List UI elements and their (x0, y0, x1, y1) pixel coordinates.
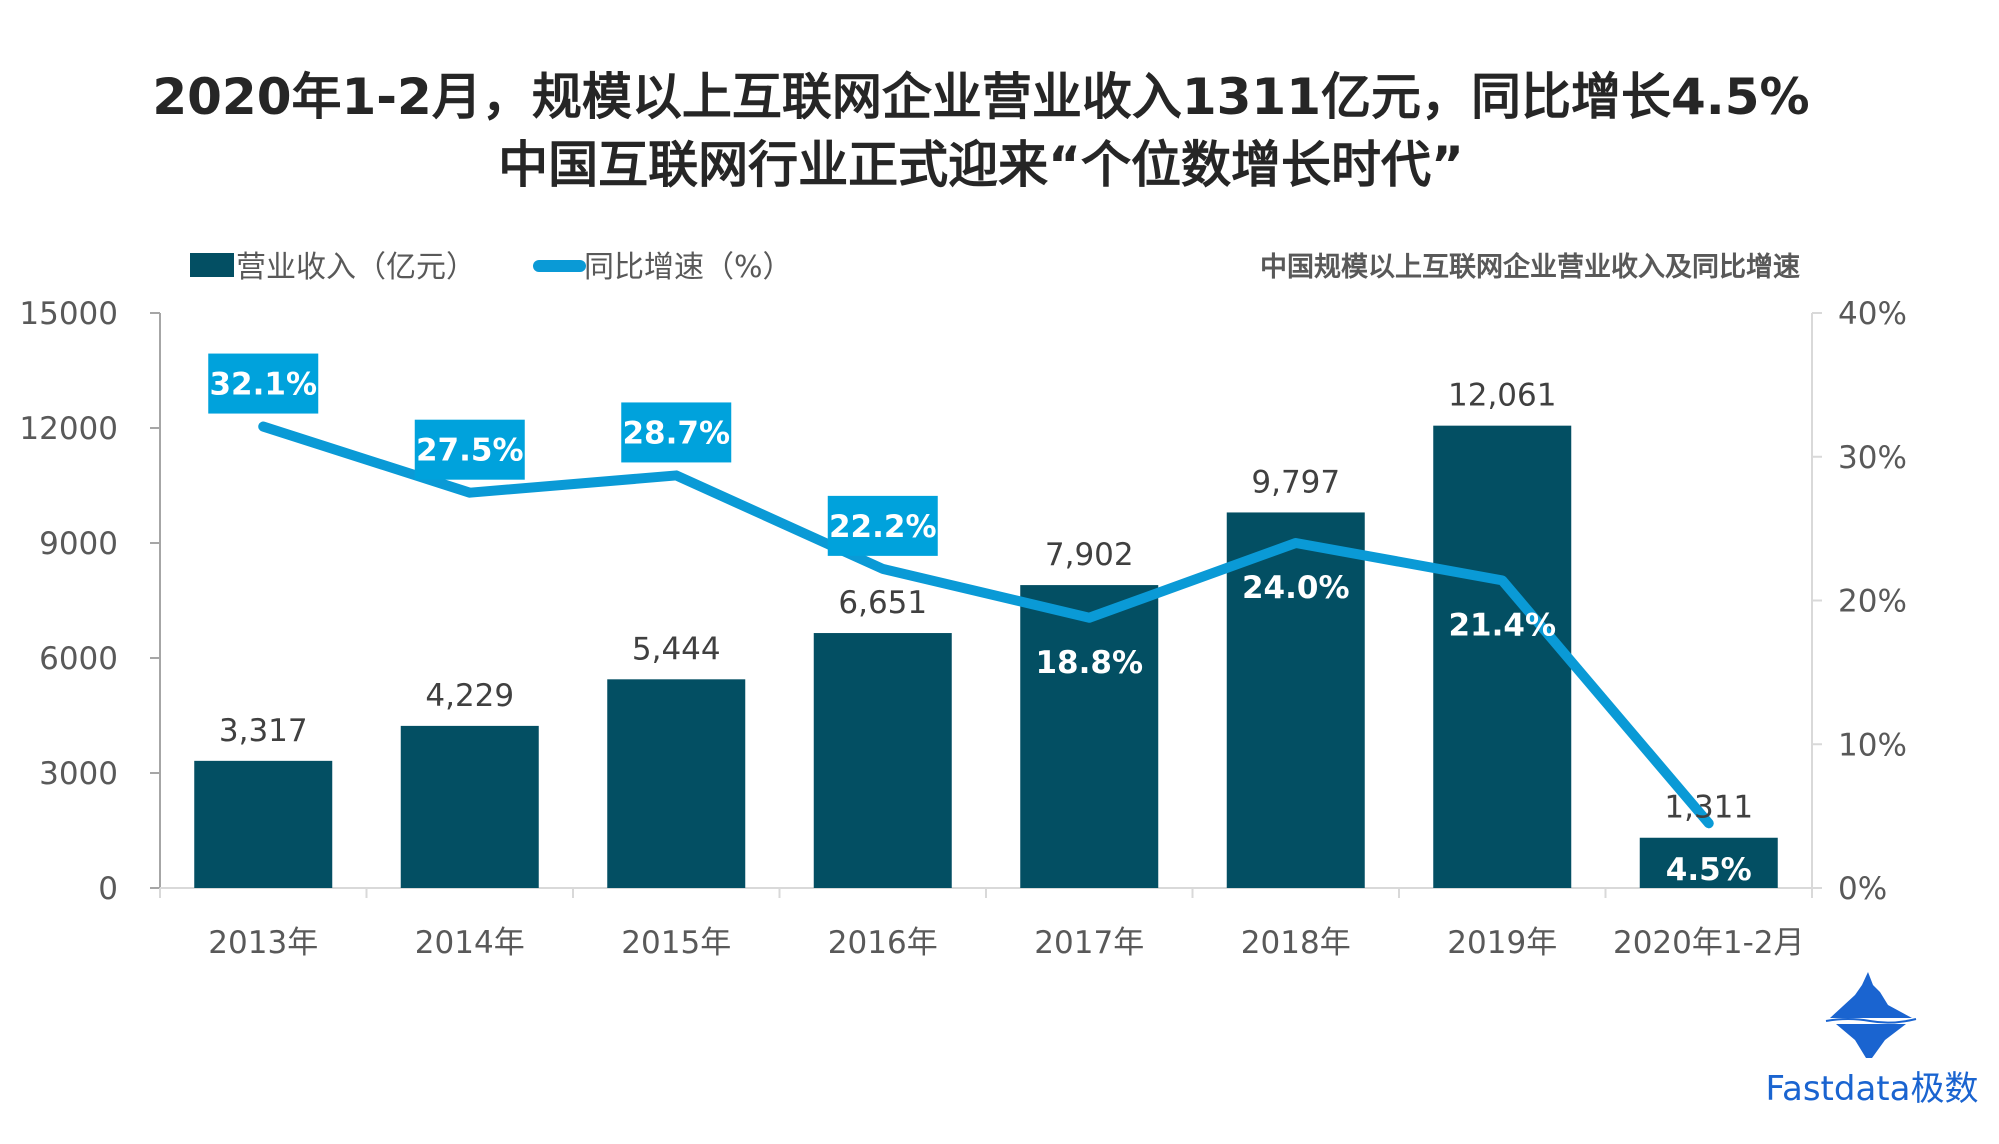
growth-value-label: 21.4% (1448, 607, 1556, 643)
revenue-value-label: 7,902 (1045, 537, 1134, 573)
growth-value-label: 27.5% (416, 433, 524, 469)
category-label: 2015年 (621, 925, 731, 961)
chart-subtitle: 中国规模以上互联网企业营业收入及同比增速 (1260, 251, 1800, 283)
revenue-value-label: 5,444 (632, 631, 721, 667)
revenue-bar (813, 633, 952, 888)
growth-value-label: 4.5% (1666, 852, 1752, 888)
right-tick-label: 30% (1838, 440, 1907, 476)
growth-point (1294, 542, 1297, 544)
revenue-value-label: 6,651 (838, 585, 927, 621)
growth-point (262, 425, 265, 428)
data-labels: 3,317 4,229 5,444 6,651 7,902 9,797 12,061 1,31… (208, 353, 1753, 888)
growth-point (1501, 579, 1504, 582)
growth-value-label: 32.1% (209, 367, 317, 403)
revenue-bar (1226, 512, 1365, 888)
right-tick-label: 10% (1838, 727, 1907, 763)
left-tick-label: 0 (98, 871, 118, 907)
axes: 0 3000 6000 9000 12000 15000 0% 10% 20% 30% 40% 201… (19, 296, 1907, 961)
growth-value-label: 28.7% (622, 415, 730, 451)
revenue-bar (1020, 585, 1159, 888)
fastdata-logo: Fastdata极数 (1766, 972, 1979, 1109)
right-tick-label: 20% (1838, 584, 1907, 620)
growth-point (881, 567, 884, 570)
growth-point (468, 491, 471, 494)
revenue-value-label: 12,061 (1448, 378, 1556, 414)
category-label: 2019年 (1447, 925, 1557, 961)
left-tick-label: 15000 (19, 296, 118, 332)
growth-label-box (208, 353, 319, 414)
revenue-value-label: 4,229 (425, 678, 514, 714)
bars (194, 425, 1778, 888)
revenue-bar (194, 760, 333, 888)
legend: 营业收入（亿元） 同比增速（%） (190, 250, 793, 285)
revenue-bar (607, 679, 746, 888)
logo-text: Fastdata极数 (1766, 1069, 1979, 1109)
left-tick-label: 12000 (19, 411, 118, 447)
left-tick-label: 9000 (39, 526, 118, 562)
growth-point (675, 474, 678, 477)
growth-point (1707, 822, 1710, 825)
growth-label-box (827, 495, 938, 556)
growth-label-box (621, 402, 732, 463)
left-tick-label: 6000 (39, 641, 118, 677)
revenue-bar (1639, 837, 1778, 888)
category-label: 2018年 (1241, 925, 1351, 961)
legend-label-bar: 营业收入（亿元） (236, 250, 476, 285)
growth-point (1088, 616, 1091, 619)
title-line-2: 中国互联网行业正式迎来“个位数增长时代” (498, 136, 1464, 194)
title-line-1: 2020年1-2月，规模以上互联网企业营业收入1311亿元，同比增长4.5% (152, 68, 1809, 126)
revenue-bar (1433, 425, 1572, 888)
category-label: 2014年 (415, 925, 525, 961)
growth-label-box (414, 419, 525, 480)
revenue-value-label: 1,311 (1664, 790, 1753, 826)
legend-label-line: 同比增速（%） (584, 250, 793, 285)
right-tick-label: 0% (1838, 871, 1887, 907)
revenue-value-label: 3,317 (219, 713, 308, 749)
category-label: 2020年1-2月 (1613, 925, 1805, 961)
legend-swatch-bar (190, 253, 234, 277)
revenue-bar (400, 725, 539, 888)
category-label: 2013年 (208, 925, 318, 961)
category-label: 2016年 (828, 925, 938, 961)
left-tick-label: 3000 (39, 756, 118, 792)
revenue-value-label: 9,797 (1251, 464, 1340, 500)
right-tick-label: 40% (1838, 296, 1907, 332)
iceberg-icon (1825, 972, 1917, 1058)
growth-line-path (258, 421, 1714, 829)
growth-line (258, 421, 1714, 829)
growth-value-label: 18.8% (1035, 645, 1143, 681)
growth-value-label: 24.0% (1242, 570, 1350, 606)
category-label: 2017年 (1034, 925, 1144, 961)
growth-value-label: 22.2% (829, 509, 937, 545)
